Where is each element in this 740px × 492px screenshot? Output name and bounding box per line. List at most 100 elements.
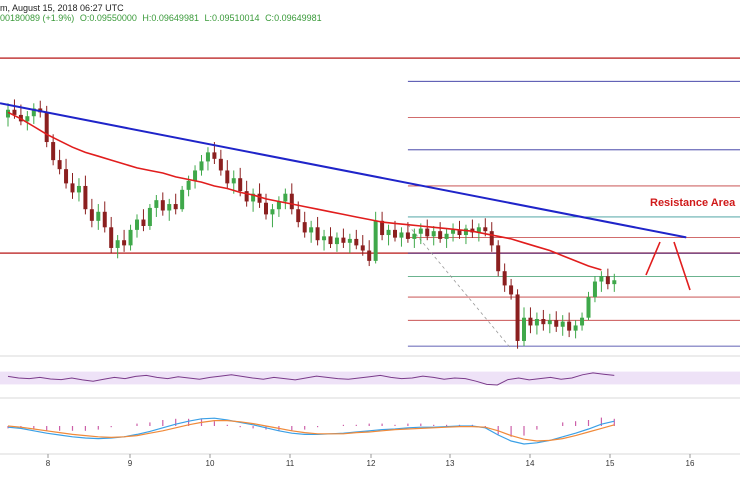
candle-body <box>44 112 49 143</box>
candle-body <box>122 240 127 246</box>
x-axis-tick-label: 10 <box>206 459 215 468</box>
candle-body <box>431 231 436 237</box>
candle-body <box>31 108 36 117</box>
candle-body <box>160 200 165 211</box>
candle-body <box>199 161 204 171</box>
candle-body <box>599 276 604 282</box>
header-line-2: 00180089 (+1.9%) O:0.09550000 H:0.096499… <box>0 13 325 23</box>
candle-body <box>276 201 281 210</box>
candle-body <box>393 229 397 238</box>
header-low: L:0.09510014 <box>204 13 260 23</box>
candle-body <box>328 236 333 245</box>
candle-body <box>573 325 578 331</box>
candle-body <box>554 320 559 327</box>
moving-average-line <box>7 111 602 271</box>
candle-body <box>193 170 198 181</box>
candle-body <box>289 193 294 210</box>
resistance-area-label: Resistance Area <box>650 197 736 209</box>
candle-body <box>502 271 507 286</box>
fib-anchor-line <box>407 224 512 349</box>
candle-body <box>586 297 591 318</box>
candle-body <box>251 193 256 202</box>
candle-body <box>70 183 75 193</box>
macd-line <box>7 417 615 445</box>
candle-body <box>264 202 268 215</box>
candle-body <box>83 185 88 210</box>
rsi-line <box>7 372 615 386</box>
header-open: O:0.09550000 <box>79 13 137 23</box>
candle-body <box>541 319 546 325</box>
candle-body <box>102 211 107 228</box>
candle-body <box>283 193 288 202</box>
header-change: 00180089 (+1.9%) <box>0 13 75 23</box>
candle-body <box>6 109 10 118</box>
x-axis-tick-label: 11 <box>286 459 295 468</box>
projection-down-arrow <box>673 241 691 291</box>
candle-body <box>489 231 494 246</box>
candle-body <box>451 229 456 234</box>
candle-body <box>309 227 314 233</box>
projection-up-arrow <box>645 241 661 276</box>
candle-body <box>135 219 139 230</box>
candle-body <box>212 152 217 159</box>
candle-body <box>522 317 526 341</box>
candle-body <box>231 178 236 184</box>
candle-body <box>238 178 243 192</box>
candle-body <box>12 109 17 115</box>
candle-body <box>496 245 501 272</box>
candle-body <box>367 250 372 261</box>
candle-body <box>528 317 533 326</box>
candle-body <box>463 228 468 236</box>
candle-body <box>515 294 520 341</box>
candle-body <box>567 321 572 331</box>
candle-body <box>534 319 539 326</box>
header-high: H:0.09649981 <box>142 13 199 23</box>
candle-body <box>244 191 249 202</box>
candle-body <box>418 228 423 234</box>
candle-body <box>218 158 223 171</box>
candle-body <box>296 209 301 223</box>
candle-body <box>476 227 481 233</box>
candle-body <box>180 189 185 210</box>
candle-body <box>109 227 114 248</box>
candle-body <box>128 229 133 246</box>
candle-body <box>315 227 320 241</box>
candle-body <box>89 209 94 221</box>
x-axis-tick-label: 9 <box>128 459 133 468</box>
candle-body <box>257 193 262 203</box>
header-line-1: m, August 15, 2018 06:27 UTC <box>0 3 124 13</box>
candle-body <box>96 211 101 221</box>
candle-body <box>115 240 120 248</box>
candle-body <box>592 281 597 298</box>
candle-body <box>444 233 449 239</box>
candle-body <box>334 237 339 245</box>
candle-body <box>425 228 430 237</box>
candle-body <box>205 152 210 162</box>
candle-body <box>154 200 159 208</box>
candle-body <box>509 285 514 295</box>
candle-body <box>405 232 410 239</box>
candle-body <box>347 238 352 243</box>
candle-body <box>354 238 359 246</box>
candle-body <box>302 222 307 233</box>
x-axis-tick-label: 16 <box>686 459 695 468</box>
candle-body <box>186 180 191 190</box>
x-axis-tick-label: 8 <box>46 459 51 468</box>
candle-body <box>612 280 617 285</box>
candle-body <box>483 227 488 232</box>
candle-body <box>360 245 365 251</box>
candle-body <box>167 204 172 211</box>
candle-body <box>605 276 610 285</box>
candle-body <box>225 170 230 184</box>
candle-body <box>322 236 327 241</box>
x-axis-tick-label: 14 <box>526 459 535 468</box>
header-close: C:0.09649981 <box>265 13 322 23</box>
candle-body <box>386 229 391 236</box>
x-axis-tick-label: 15 <box>606 459 615 468</box>
candle-body <box>147 207 152 226</box>
candle-body <box>547 320 552 325</box>
candle-body <box>25 116 30 122</box>
candle-body <box>457 229 462 236</box>
candle-body <box>64 169 69 184</box>
